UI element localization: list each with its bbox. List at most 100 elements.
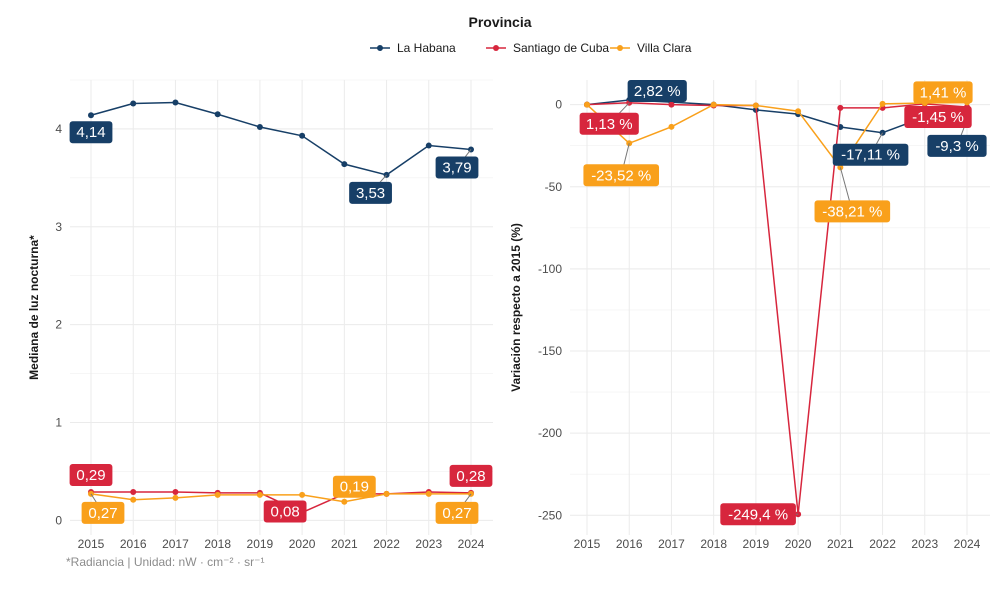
data-label-text: -23,52 %: [591, 167, 651, 184]
data-label-text: 0,19: [340, 479, 369, 496]
data-label: -38,21 %: [814, 200, 891, 223]
legend-title: Provincia: [468, 14, 531, 30]
caption: *Radiancia | Unidad: nW · cm⁻² · sr⁻¹: [66, 555, 265, 569]
y-tick-label: 0: [555, 98, 562, 112]
x-tick-label: 2020: [289, 537, 316, 551]
y-axis-label: Variación respecto a 2015 (%): [509, 223, 523, 392]
legend-label: Villa Clara: [637, 41, 692, 55]
data-point: [341, 161, 348, 168]
y-tick-label: -250: [538, 508, 562, 522]
x-tick-label: 2016: [616, 537, 643, 551]
x-tick-label: 2024: [458, 537, 485, 551]
x-tick-label: 2019: [247, 537, 274, 551]
data-point: [88, 112, 94, 119]
x-tick-label: 2017: [162, 537, 189, 551]
data-point: [425, 142, 432, 149]
left-panel: 2015 2016 2017 2018 2019 2020 2021 2022 2023 2024…: [27, 79, 493, 551]
y-tick-label: -200: [538, 426, 562, 440]
y-axis-label: Mediana de luz nocturna*: [27, 235, 41, 380]
x-tick-label: 2016: [120, 537, 147, 551]
data-label: 0,08: [263, 500, 307, 523]
x-tick-label: 2023: [415, 537, 442, 551]
data-label-text: -249,4 %: [728, 506, 788, 523]
x-tick-label: 2018: [204, 537, 231, 551]
data-label-text: 1,13 %: [586, 116, 633, 133]
data-label: 0,28: [449, 464, 493, 487]
data-point: [299, 132, 306, 139]
x-tick-label: 2022: [373, 537, 400, 551]
data-label: 0,27: [81, 501, 125, 524]
data-label: -9,3 %: [927, 134, 987, 157]
right-panel: 2015 2016 2017 2018 2019 2020 2021 2022 2023 2024…: [509, 80, 990, 551]
data-label-text: 3,79: [442, 159, 471, 176]
data-point: [172, 494, 179, 501]
data-point: [341, 498, 348, 505]
x-tick-label: 2019: [743, 537, 770, 551]
data-point: [130, 488, 137, 495]
data-label-text: -1,45 %: [912, 109, 964, 126]
data-label-text: -9,3 %: [935, 138, 978, 155]
data-label: -23,52 %: [583, 164, 660, 187]
data-point: [299, 491, 306, 498]
legend-label: Santiago de Cuba: [513, 41, 609, 55]
x-tick-label: 2017: [658, 537, 685, 551]
data-point: [752, 102, 759, 109]
legend-item: Villa Clara: [610, 41, 692, 55]
data-label: 1,13 %: [579, 112, 639, 135]
data-point: [256, 123, 263, 130]
data-point: [214, 111, 221, 118]
data-point: [710, 101, 717, 108]
data-label-text: 1,41 %: [920, 84, 967, 101]
legend: La Habana Santiago de Cuba Villa Clara: [370, 41, 692, 55]
y-tick-label: 3: [55, 220, 62, 234]
x-tick-label: 2018: [700, 537, 727, 551]
data-point: [795, 108, 802, 115]
data-point: [130, 100, 137, 107]
legend-label: La Habana: [397, 41, 456, 55]
data-point: [256, 491, 263, 498]
data-point: [837, 104, 844, 111]
series-line: [586, 101, 968, 169]
y-tick-label: -100: [538, 262, 562, 276]
legend-item: Santiago de Cuba: [486, 41, 609, 55]
data-point: [668, 123, 675, 130]
y-tick-label: 4: [55, 122, 62, 136]
y-tick-label: 2: [55, 318, 62, 332]
series-line: [586, 102, 968, 515]
data-label: 4,14: [69, 121, 113, 144]
data-label: -17,11 %: [832, 143, 909, 166]
data-label-text: 0,27: [442, 505, 471, 522]
series-line: [90, 493, 471, 503]
data-point: [668, 101, 675, 108]
data-point: [172, 99, 179, 106]
x-tick-label: 2021: [331, 537, 358, 551]
data-label-text: 0,29: [76, 467, 105, 484]
x-tick-label: 2021: [827, 537, 854, 551]
data-label: -249,4 %: [720, 503, 796, 526]
data-point: [130, 496, 137, 503]
data-label-text: 2,82 %: [634, 83, 681, 100]
data-label-text: 0,08: [271, 503, 300, 520]
x-tick-label: 2022: [869, 537, 896, 551]
data-label-text: -17,11 %: [841, 147, 900, 164]
data-label: 3,53: [349, 181, 392, 204]
data-label: 0,27: [435, 501, 479, 524]
data-label: 2,82 %: [627, 80, 687, 103]
data-point: [584, 101, 590, 108]
data-label: 3,79: [435, 156, 479, 179]
y-tick-label: 1: [55, 415, 62, 429]
data-label: -1,45 %: [904, 106, 972, 129]
y-tick-label: -50: [545, 180, 563, 194]
y-tick-label: 0: [55, 513, 62, 527]
data-point: [879, 100, 886, 107]
data-label-text: 3,53: [356, 185, 385, 202]
data-label: 0,19: [332, 475, 376, 498]
x-tick-label: 2020: [785, 537, 812, 551]
series-line: [90, 101, 472, 176]
data-label: 1,41 %: [913, 81, 973, 104]
legend-item: La Habana: [370, 41, 456, 55]
data-point: [214, 491, 221, 498]
x-tick-label: 2015: [574, 537, 601, 551]
data-point: [425, 490, 432, 497]
